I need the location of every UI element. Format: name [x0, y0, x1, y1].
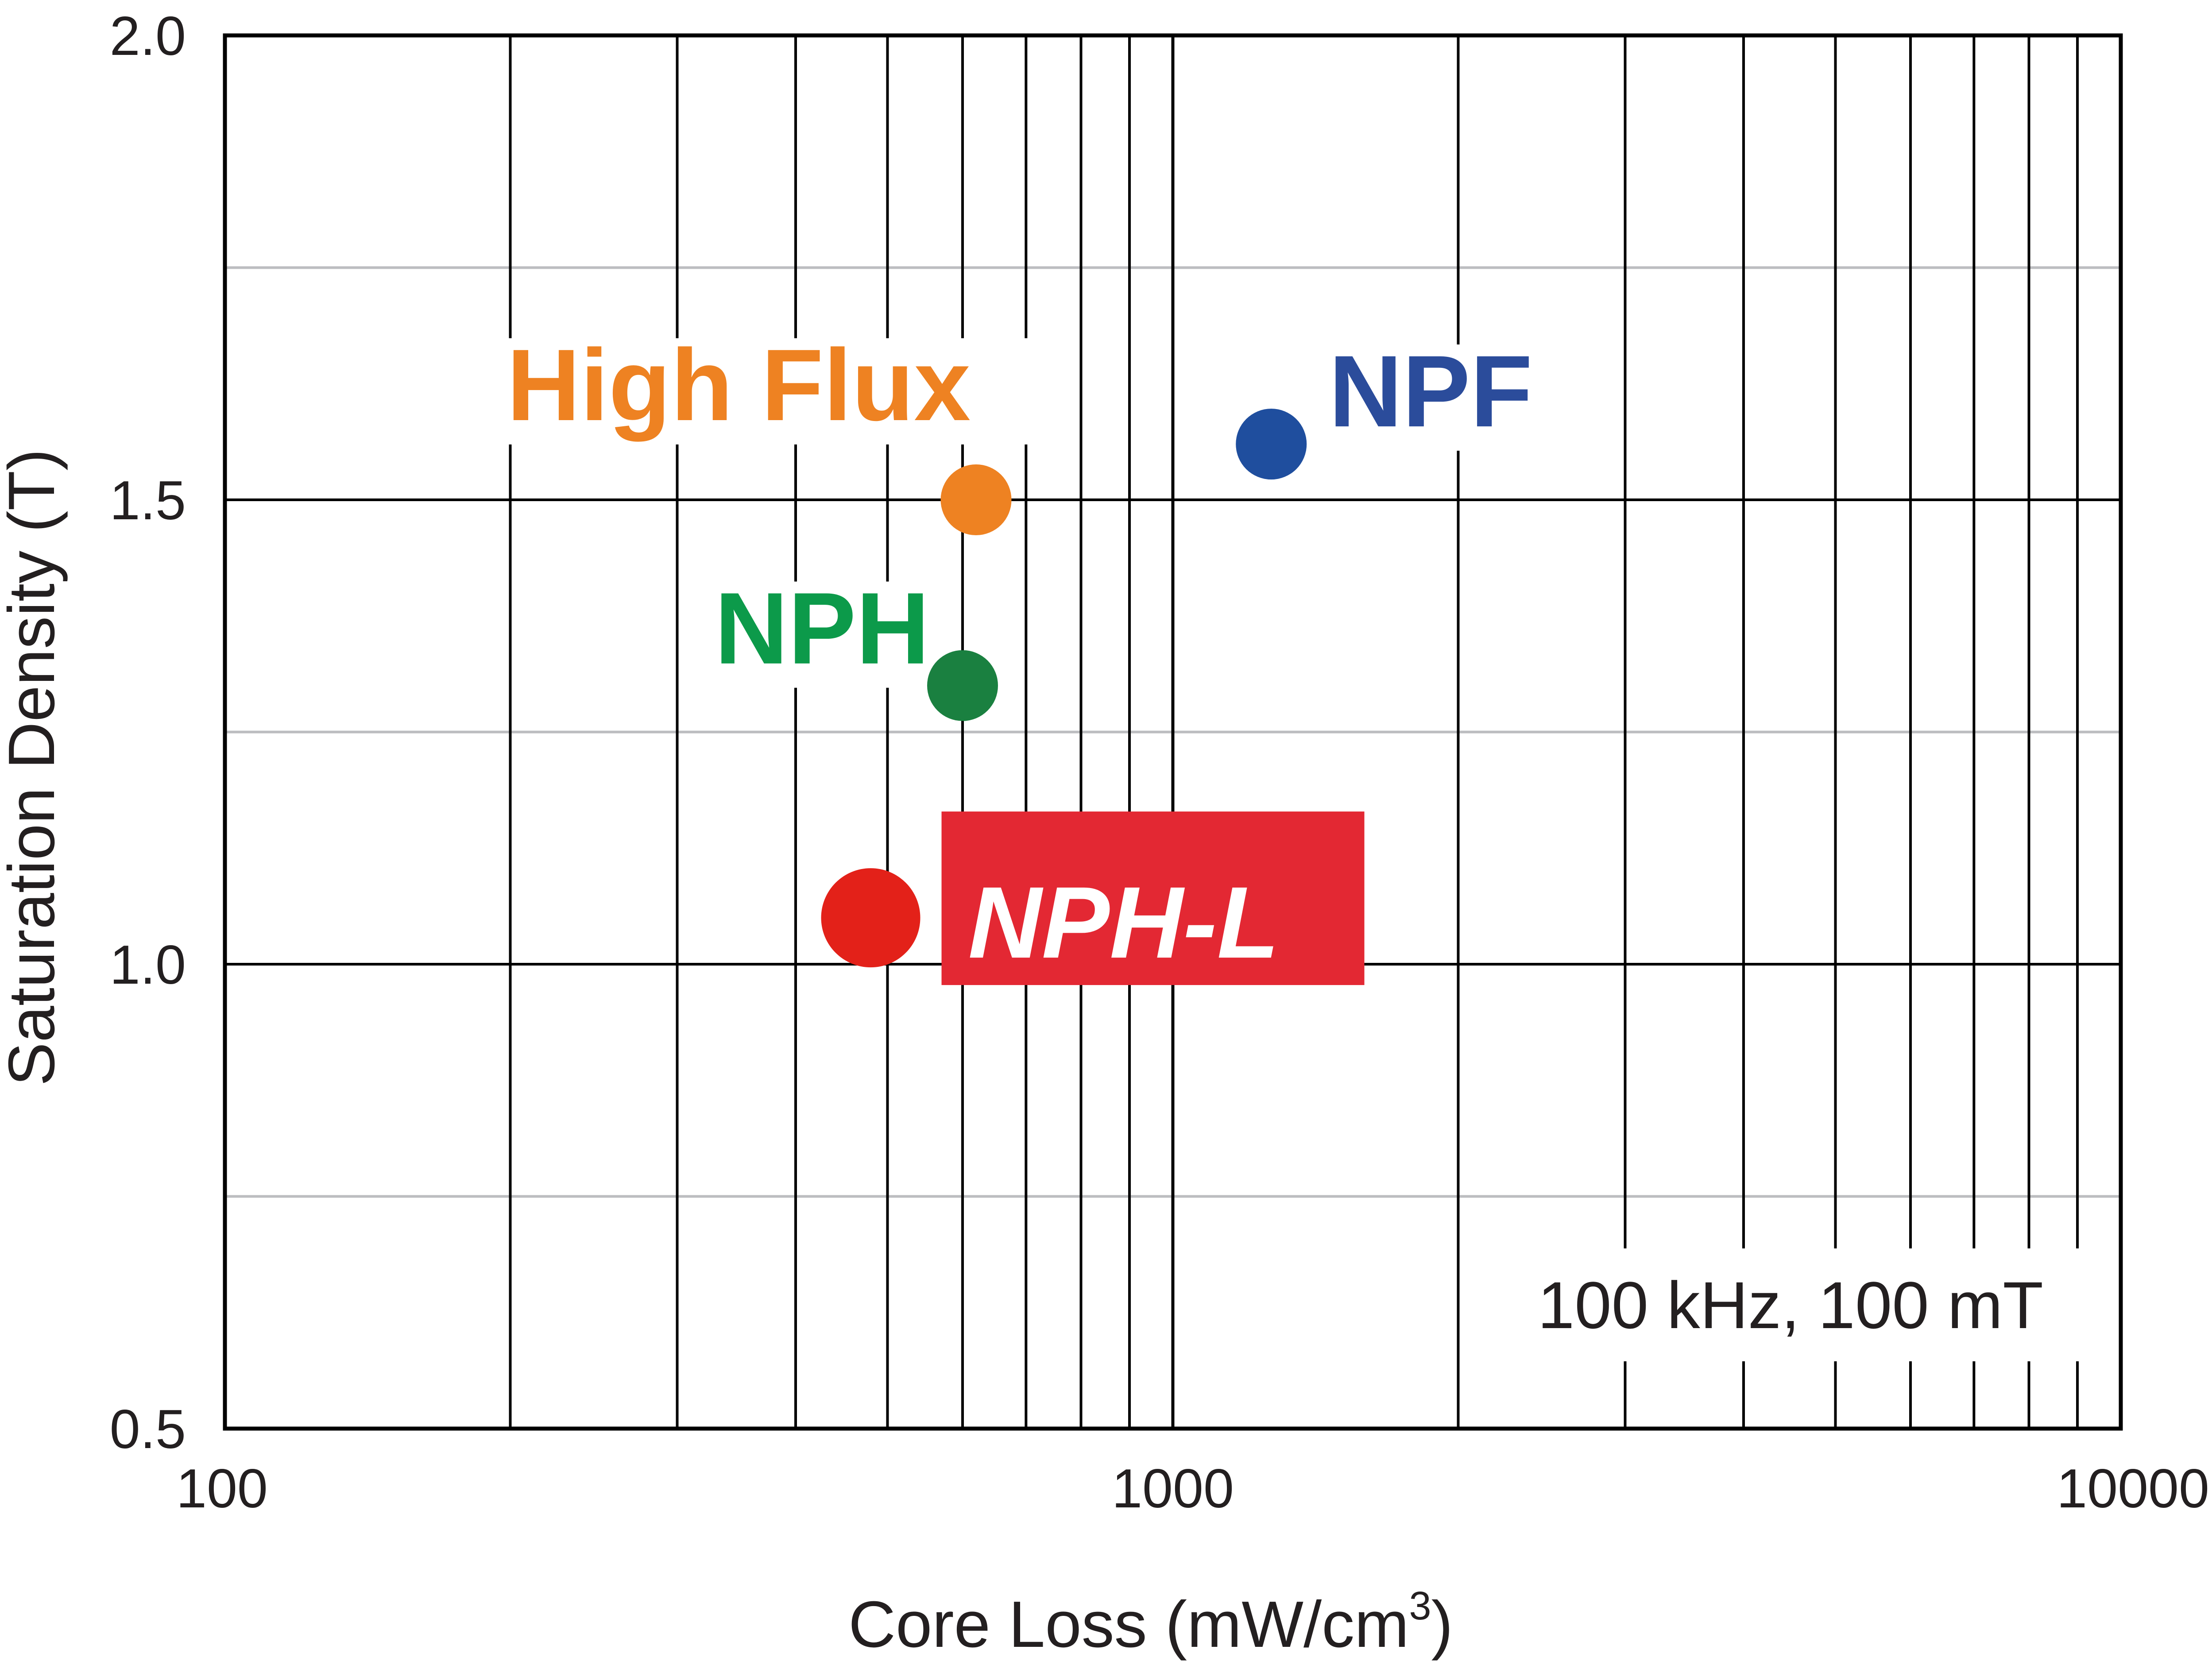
- point-label-background: [1320, 344, 1526, 451]
- annotation-background: [1497, 1248, 2090, 1361]
- data-point: [821, 868, 920, 968]
- x-tick-labels: 100 1000 10000: [176, 1458, 2209, 1519]
- point-label-background: [498, 338, 1063, 444]
- y-tick-labels: 0.5 1.0 1.5 2.0: [110, 6, 186, 1460]
- data-points: High Flux NPF NPH NPH-L: [498, 328, 1532, 985]
- point-label: NPH-L: [968, 865, 1280, 979]
- point-label-background: [706, 581, 912, 688]
- data-point: [940, 464, 1012, 535]
- x-axis-title-main: Core Loss (mW/cm: [848, 1588, 1409, 1661]
- x-axis-title-superscript: 3: [1409, 1584, 1431, 1628]
- plot-frame: [223, 33, 2123, 1431]
- y-tick-label: 1.0: [110, 935, 186, 996]
- y-axis-title: Saturation Density (T): [0, 449, 68, 1086]
- x-tick-label: 100: [176, 1458, 268, 1519]
- x-tick-label: 10000: [2057, 1458, 2209, 1519]
- data-point: [1236, 409, 1307, 480]
- annotation-text: 100 kHz, 100 mT: [1538, 1268, 2043, 1342]
- point-label: NPH: [715, 572, 930, 685]
- data-point: [927, 650, 998, 721]
- y-tick-label: 1.5: [110, 470, 186, 531]
- x-tick-label: 1000: [1112, 1458, 1234, 1519]
- x-axis-title-suffix: ): [1431, 1588, 1453, 1661]
- point-label: High Flux: [507, 328, 971, 442]
- major-gridlines: [225, 35, 2121, 1429]
- y-tick-label: 0.5: [110, 1399, 186, 1460]
- x-axis-title: Core Loss (mW/cm3): [848, 1584, 1453, 1661]
- highlight-label-background: [941, 811, 1365, 985]
- y-tick-label: 2.0: [110, 6, 186, 67]
- point-label: NPF: [1329, 334, 1532, 448]
